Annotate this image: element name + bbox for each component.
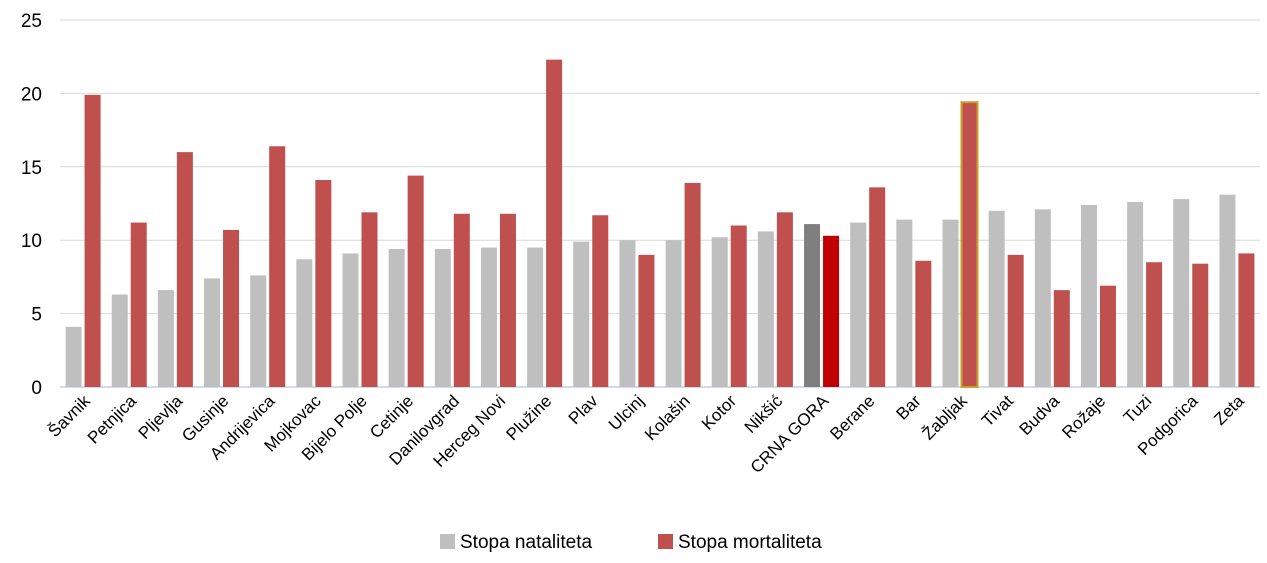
x-tick-label: Plav — [565, 391, 602, 428]
bar-natalitet — [434, 249, 451, 387]
y-tick-label: 10 — [21, 231, 42, 252]
bar-mortalitet — [592, 215, 609, 387]
bar-natalitet — [157, 290, 174, 387]
bar-natalitet — [1080, 204, 1097, 387]
y-tick-label: 25 — [21, 11, 42, 32]
bar-natalitet — [757, 231, 774, 387]
bar-mortalitet — [1007, 254, 1024, 387]
legend-swatch — [658, 534, 673, 549]
bar-natalitet — [250, 275, 267, 387]
bar-mortalitet — [453, 213, 470, 387]
bar-mortalitet — [176, 152, 193, 387]
bar-mortalitet — [1238, 253, 1255, 387]
bar-natalitet — [111, 294, 128, 387]
x-tick-label: Tuzi — [1120, 391, 1156, 427]
bar-mortalitet — [915, 260, 932, 387]
bar-natalitet — [1219, 194, 1236, 387]
gridlines — [60, 19, 1260, 388]
bar-mortalitet — [84, 94, 101, 388]
bar-mortalitet — [499, 213, 516, 387]
legend-label: Stopa mortaliteta — [678, 532, 822, 553]
bar-natalitet — [896, 219, 913, 387]
y-tick-label: 5 — [31, 305, 42, 326]
x-tick-label: Budva — [1016, 391, 1064, 439]
bar-mortalitet — [684, 182, 701, 387]
bar-natalitet — [1034, 209, 1051, 387]
y-tick-label: 20 — [21, 84, 42, 105]
x-tick-label: Zeta — [1210, 391, 1248, 429]
x-tick-label: Bar — [893, 391, 925, 423]
bar-mortalitet — [1146, 262, 1163, 387]
bar-mortalitet — [407, 175, 424, 387]
x-tick-label: Tivat — [978, 391, 1017, 430]
bar-natalitet — [988, 210, 1005, 387]
bars — [65, 59, 1255, 388]
bar-natalitet — [1127, 202, 1144, 387]
x-tick-label: Petnjica — [84, 391, 141, 448]
bar-mortalitet — [776, 212, 793, 387]
bar-mortalitet — [130, 222, 147, 387]
bar-mortalitet — [638, 254, 655, 387]
x-tick-label: Ulcinj — [605, 391, 648, 434]
bar-mortalitet — [960, 101, 979, 388]
bar-mortalitet — [223, 229, 240, 387]
y-tick-label: 0 — [31, 378, 42, 399]
bar-mortalitet — [1192, 263, 1209, 387]
bar-natalitet — [388, 249, 405, 387]
y-axis: 0 5 10 15 20 25 — [21, 11, 42, 399]
bar-mortalitet — [823, 235, 840, 387]
bar-natalitet — [204, 278, 221, 387]
legend: Stopa nataliteta Stopa mortaliteta — [440, 532, 822, 553]
bar-natalitet — [296, 259, 313, 387]
bar-natalitet — [342, 253, 359, 387]
bar-natalitet — [942, 219, 959, 387]
bar-natalitet — [711, 237, 728, 387]
bar-natalitet — [665, 240, 682, 387]
legend-swatch — [440, 534, 455, 549]
bar-natalitet — [804, 224, 821, 387]
bar-natalitet — [527, 247, 544, 387]
legend-label: Stopa nataliteta — [460, 532, 592, 553]
x-tick-label: Berane — [826, 391, 878, 443]
x-tick-label: Kolašin — [641, 391, 694, 444]
x-tick-label: Kotor — [698, 391, 740, 433]
bar-mortalitet — [869, 187, 886, 387]
bar-natalitet — [850, 222, 867, 387]
bar-natalitet — [65, 326, 82, 387]
x-tick-label: Žabljak — [919, 391, 972, 444]
bar-mortalitet — [1053, 290, 1070, 387]
bar-natalitet — [1173, 199, 1190, 387]
bar-natalitet — [619, 240, 636, 387]
bar-mortalitet — [361, 212, 378, 387]
y-tick-label: 15 — [21, 158, 42, 179]
x-axis: ŠavnikPetnjicaPljevljaGusinjeAndrijevica… — [44, 391, 1248, 477]
bar-mortalitet — [269, 146, 286, 387]
bar-mortalitet — [1099, 285, 1116, 387]
bar-mortalitet — [546, 59, 563, 388]
x-tick-label: Rožaje — [1058, 391, 1109, 442]
x-tick-label: Plužine — [503, 391, 556, 444]
bar-mortalitet — [730, 225, 747, 387]
bar-natalitet — [573, 241, 590, 387]
bar-mortalitet — [315, 180, 332, 387]
x-tick-label: Pljevlja — [135, 391, 187, 443]
bar-natalitet — [480, 247, 497, 387]
